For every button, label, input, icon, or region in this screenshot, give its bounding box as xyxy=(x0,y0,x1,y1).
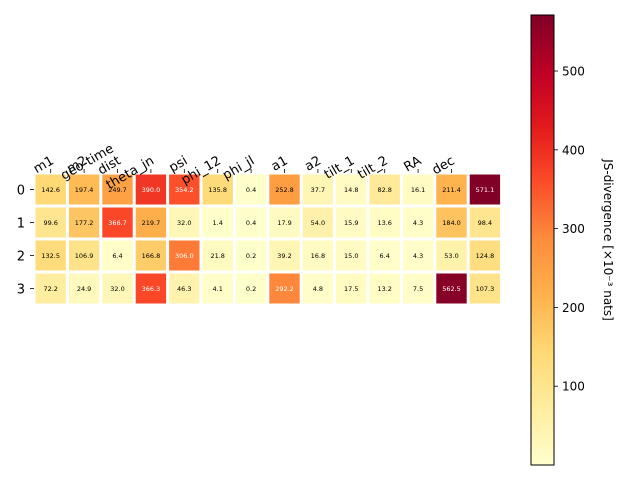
cell-value-label: 39.2 xyxy=(277,252,291,260)
cell-value-label: 390.0 xyxy=(142,186,161,194)
cell-value-label: 354.2 xyxy=(175,186,194,194)
cell-value-label: 17.9 xyxy=(277,219,291,227)
cell-value-label: 292.2 xyxy=(275,285,294,293)
heatmap-cells: 142.6 197.4 249.7 390.0 354.2 135.8 0.4 252.8 37… xyxy=(36,175,501,304)
cell-value-label: 37.7 xyxy=(311,186,325,194)
cell-value-label: 16.8 xyxy=(311,252,325,260)
column-label: m1 xyxy=(31,153,57,176)
cell-value-label: 211.4 xyxy=(442,186,461,194)
cell-value-label: 4.8 xyxy=(313,285,323,293)
row-label: 1 xyxy=(17,217,25,232)
cell-value-label: 0.2 xyxy=(246,285,256,293)
cell-value-label: 13.2 xyxy=(377,285,391,293)
row-label: 2 xyxy=(17,250,25,265)
cell-value-label: 17.5 xyxy=(344,285,358,293)
cell-value-label: 32.0 xyxy=(110,285,124,293)
colorbar-gradient xyxy=(531,15,554,465)
cell-value-label: 53.0 xyxy=(444,252,458,260)
colorbar-label: JS-divergence [×10⁻³ nats] xyxy=(601,158,615,321)
cell-value-label: 16.1 xyxy=(411,186,425,194)
cell-value-label: 99.6 xyxy=(43,219,57,227)
cell-value-label: 306.0 xyxy=(175,252,194,260)
colorbar-tick-label: 100 xyxy=(562,380,585,394)
cell-value-label: 32.0 xyxy=(177,219,191,227)
cell-value-label: 252.8 xyxy=(275,186,294,194)
cell-value-label: 7.5 xyxy=(413,285,423,293)
cell-value-label: 0.2 xyxy=(246,252,256,260)
cell-value-label: 184.0 xyxy=(442,219,461,227)
cell-value-label: 124.8 xyxy=(476,252,495,260)
cell-value-label: 15.9 xyxy=(344,219,358,227)
cell-value-label: 571.1 xyxy=(476,186,495,194)
colorbar-tick-label: 200 xyxy=(562,301,585,315)
cell-value-label: 82.8 xyxy=(377,186,391,194)
row-label: 3 xyxy=(17,283,25,298)
cell-value-label: 132.5 xyxy=(41,252,60,260)
column-label: RA xyxy=(402,153,425,175)
column-label: a1 xyxy=(269,153,291,174)
colorbar: 100 200 300 400 500 JS-divergence [×10⁻³ nat… xyxy=(531,15,615,465)
cell-value-label: 24.9 xyxy=(77,285,91,293)
cell-value-label: 219.7 xyxy=(142,219,161,227)
colorbar-tick-label: 400 xyxy=(562,143,585,157)
colorbar-tick-label: 300 xyxy=(562,222,585,236)
cell-value-label: 106.9 xyxy=(75,252,94,260)
cell-value-label: 6.4 xyxy=(112,252,122,260)
cell-value-label: 46.3 xyxy=(177,285,191,293)
cell-value-label: 0.4 xyxy=(246,219,256,227)
cell-value-label: 72.2 xyxy=(43,285,57,293)
row-labels: 0 1 2 3 xyxy=(17,184,34,298)
cell-value-label: 4.1 xyxy=(213,285,223,293)
cell-value-label: 98.4 xyxy=(478,219,492,227)
cell-value-label: 177.2 xyxy=(75,219,94,227)
column-label: a2 xyxy=(302,153,324,174)
cell-value-label: 6.4 xyxy=(380,252,390,260)
cell-value-label: 1.4 xyxy=(213,219,223,227)
cell-value-label: 13.6 xyxy=(377,219,391,227)
cell-value-label: 107.3 xyxy=(476,285,495,293)
colorbar-tick-label: 500 xyxy=(562,65,585,79)
cell-value-label: 0.4 xyxy=(246,186,256,194)
cell-value-label: 15.0 xyxy=(344,252,358,260)
cell-value-label: 142.6 xyxy=(41,186,60,194)
cell-value-label: 366.3 xyxy=(142,285,161,293)
row-label: 0 xyxy=(17,184,25,199)
cell-value-label: 4.3 xyxy=(413,219,423,227)
column-label: dec xyxy=(430,153,458,178)
colorbar-ticks: 100 200 300 400 500 xyxy=(554,65,585,394)
cell-value-label: 197.4 xyxy=(75,186,94,194)
cell-value-label: 135.8 xyxy=(208,186,227,194)
cell-value-label: 166.8 xyxy=(142,252,161,260)
cell-value-label: 54.0 xyxy=(311,219,325,227)
cell-value-label: 4.3 xyxy=(413,252,423,260)
cell-value-label: 14.8 xyxy=(344,186,358,194)
cell-value-label: 366.7 xyxy=(108,219,127,227)
cell-value-label: 21.8 xyxy=(210,252,224,260)
cell-value-label: 562.5 xyxy=(442,285,461,293)
